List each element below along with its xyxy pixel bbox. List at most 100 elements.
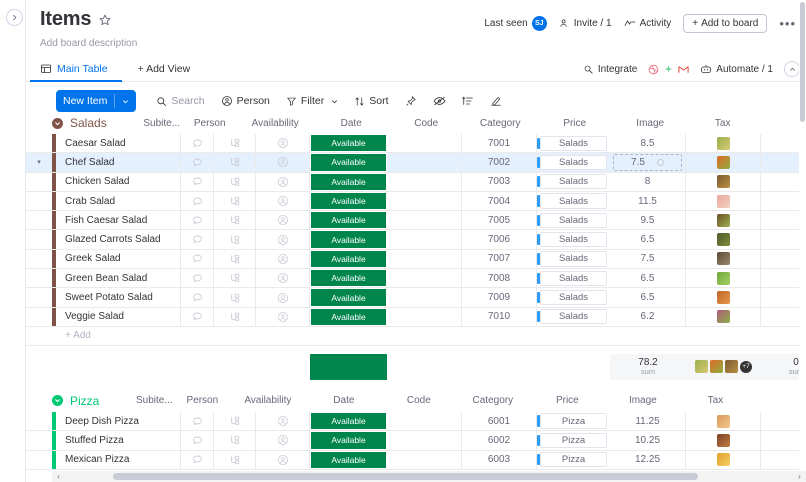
row-code-cell[interactable]: 7006: [462, 230, 537, 249]
collapse-circle-icon[interactable]: [52, 395, 63, 407]
thumbnail[interactable]: [716, 155, 730, 169]
chat-bubble-icon[interactable]: [192, 157, 203, 168]
row-availability-cell[interactable]: Available: [310, 230, 387, 249]
row-price-cell[interactable]: 6.5: [610, 230, 686, 249]
row-date-cell[interactable]: [387, 249, 462, 269]
subitems-icon[interactable]: [230, 273, 240, 283]
column-header-date[interactable]: Date: [333, 395, 355, 407]
row-item-name[interactable]: Green Bean Salad: [56, 269, 181, 288]
row-code-cell[interactable]: 7001: [462, 134, 537, 153]
chat-bubble-icon[interactable]: [192, 435, 203, 446]
row-date-cell[interactable]: [387, 134, 462, 153]
subitems-icon[interactable]: [230, 455, 240, 465]
row-subitems-cell[interactable]: [214, 288, 256, 307]
price-status-icon[interactable]: [656, 158, 664, 166]
table-row[interactable]: Deep Dish Pizza Available 6001 Pizza 11.25: [26, 411, 806, 432]
scroll-left-arrow[interactable]: ‹: [57, 472, 60, 481]
status-badge[interactable]: Available: [310, 211, 387, 230]
subitems-icon[interactable]: [230, 196, 240, 206]
category-chip[interactable]: Salads: [537, 135, 607, 151]
row-price-cell[interactable]: 6.5: [610, 288, 686, 307]
row-item-name[interactable]: Chef Salad: [56, 153, 181, 172]
chat-bubble-icon[interactable]: [192, 196, 203, 207]
row-subitems-cell[interactable]: [214, 153, 256, 172]
add-item-row[interactable]: + Add: [26, 327, 806, 346]
row-date-cell[interactable]: [387, 153, 462, 172]
row-category-cell[interactable]: Salads: [537, 288, 610, 306]
last-seen[interactable]: Last seen SJ: [484, 16, 547, 31]
row-expand-chevron[interactable]: [26, 431, 52, 449]
vertical-scrollbar-thumb[interactable]: [800, 2, 805, 122]
row-subitems-cell[interactable]: [214, 450, 256, 469]
integrate-button[interactable]: Integrate: [583, 64, 637, 75]
thumbnail[interactable]: [716, 453, 730, 467]
row-category-cell[interactable]: Salads: [537, 153, 610, 171]
thumbnail[interactable]: [716, 271, 730, 285]
row-expand-chevron[interactable]: [26, 451, 52, 469]
board-description[interactable]: Add board description: [40, 38, 138, 49]
category-chip[interactable]: Pizza: [537, 413, 607, 429]
row-person-cell[interactable]: [256, 230, 310, 249]
row-chat-cell[interactable]: [181, 411, 214, 431]
row-code-cell[interactable]: 7010: [462, 307, 537, 326]
row-subitems-cell[interactable]: [214, 411, 256, 431]
row-price-cell[interactable]: 6.2: [610, 307, 686, 326]
status-badge[interactable]: Available: [310, 431, 387, 450]
subitems-icon[interactable]: [230, 293, 240, 303]
row-person-cell[interactable]: [256, 249, 310, 269]
row-code-cell[interactable]: 6001: [462, 411, 537, 431]
row-category-cell[interactable]: Salads: [537, 308, 610, 326]
row-image-cell[interactable]: [686, 211, 761, 230]
row-chat-cell[interactable]: [181, 172, 214, 191]
row-person-cell[interactable]: [256, 172, 310, 191]
row-price-cell[interactable]: 7.5: [610, 153, 686, 172]
status-badge[interactable]: Available: [310, 307, 387, 326]
row-expand-chevron[interactable]: [26, 211, 52, 229]
thumbnail[interactable]: [716, 252, 730, 266]
row-code-cell[interactable]: 7008: [462, 269, 537, 288]
row-code-cell[interactable]: 7002: [462, 153, 537, 172]
row-availability-cell[interactable]: Available: [310, 288, 387, 307]
group-title[interactable]: Salads: [70, 116, 107, 130]
person-placeholder-icon[interactable]: [277, 434, 289, 446]
filter-button[interactable]: Filter: [278, 95, 346, 107]
person-placeholder-icon[interactable]: [277, 234, 289, 246]
row-image-cell[interactable]: [686, 134, 761, 153]
row-person-cell[interactable]: [256, 134, 310, 153]
person-placeholder-icon[interactable]: [277, 272, 289, 284]
row-image-cell[interactable]: [686, 411, 761, 431]
row-subitems-cell[interactable]: [214, 431, 256, 450]
row-person-cell[interactable]: [256, 411, 310, 431]
subitems-icon[interactable]: [230, 157, 240, 167]
row-price-cell[interactable]: 11.5: [610, 191, 686, 211]
row-category-cell[interactable]: Salads: [537, 250, 610, 268]
row-image-cell[interactable]: [686, 450, 761, 469]
chat-bubble-icon[interactable]: [192, 253, 203, 264]
row-person-cell[interactable]: [256, 211, 310, 230]
row-subitems-cell[interactable]: [214, 211, 256, 230]
thumbnail[interactable]: [716, 175, 730, 189]
row-price-cell[interactable]: 8.5: [610, 134, 686, 153]
table-row[interactable]: Fish Caesar Salad Available 7005 Salads 9.5: [26, 211, 806, 231]
table-row[interactable]: Green Bean Salad Available 7008 Salads 6.5: [26, 269, 806, 289]
column-header-person[interactable]: Person: [186, 395, 219, 407]
row-date-cell[interactable]: [387, 431, 462, 450]
row-item-name[interactable]: Chicken Salad: [56, 172, 181, 191]
invite-button[interactable]: Invite / 1: [559, 18, 612, 29]
person-placeholder-icon[interactable]: [277, 176, 289, 188]
row-code-cell[interactable]: 7005: [462, 211, 537, 230]
chat-bubble-icon[interactable]: [192, 416, 203, 427]
automate-button[interactable]: Automate / 1: [700, 64, 773, 75]
subitems-icon[interactable]: [230, 254, 240, 264]
row-chat-cell[interactable]: [181, 269, 214, 288]
row-expand-chevron[interactable]: [26, 269, 52, 287]
chart-view-button[interactable]: [482, 95, 510, 107]
tab-main-table[interactable]: Main Table: [30, 58, 122, 82]
thumbnail[interactable]: [716, 233, 730, 247]
table-row[interactable]: Mexican Pizza Available 6003 Pizza 12.25: [26, 450, 806, 470]
column-header-code[interactable]: Code: [406, 395, 431, 407]
row-subitems-cell[interactable]: [214, 191, 256, 211]
status-badge[interactable]: Available: [310, 134, 387, 153]
status-badge[interactable]: Available: [310, 172, 387, 191]
chat-bubble-icon[interactable]: [192, 234, 203, 245]
